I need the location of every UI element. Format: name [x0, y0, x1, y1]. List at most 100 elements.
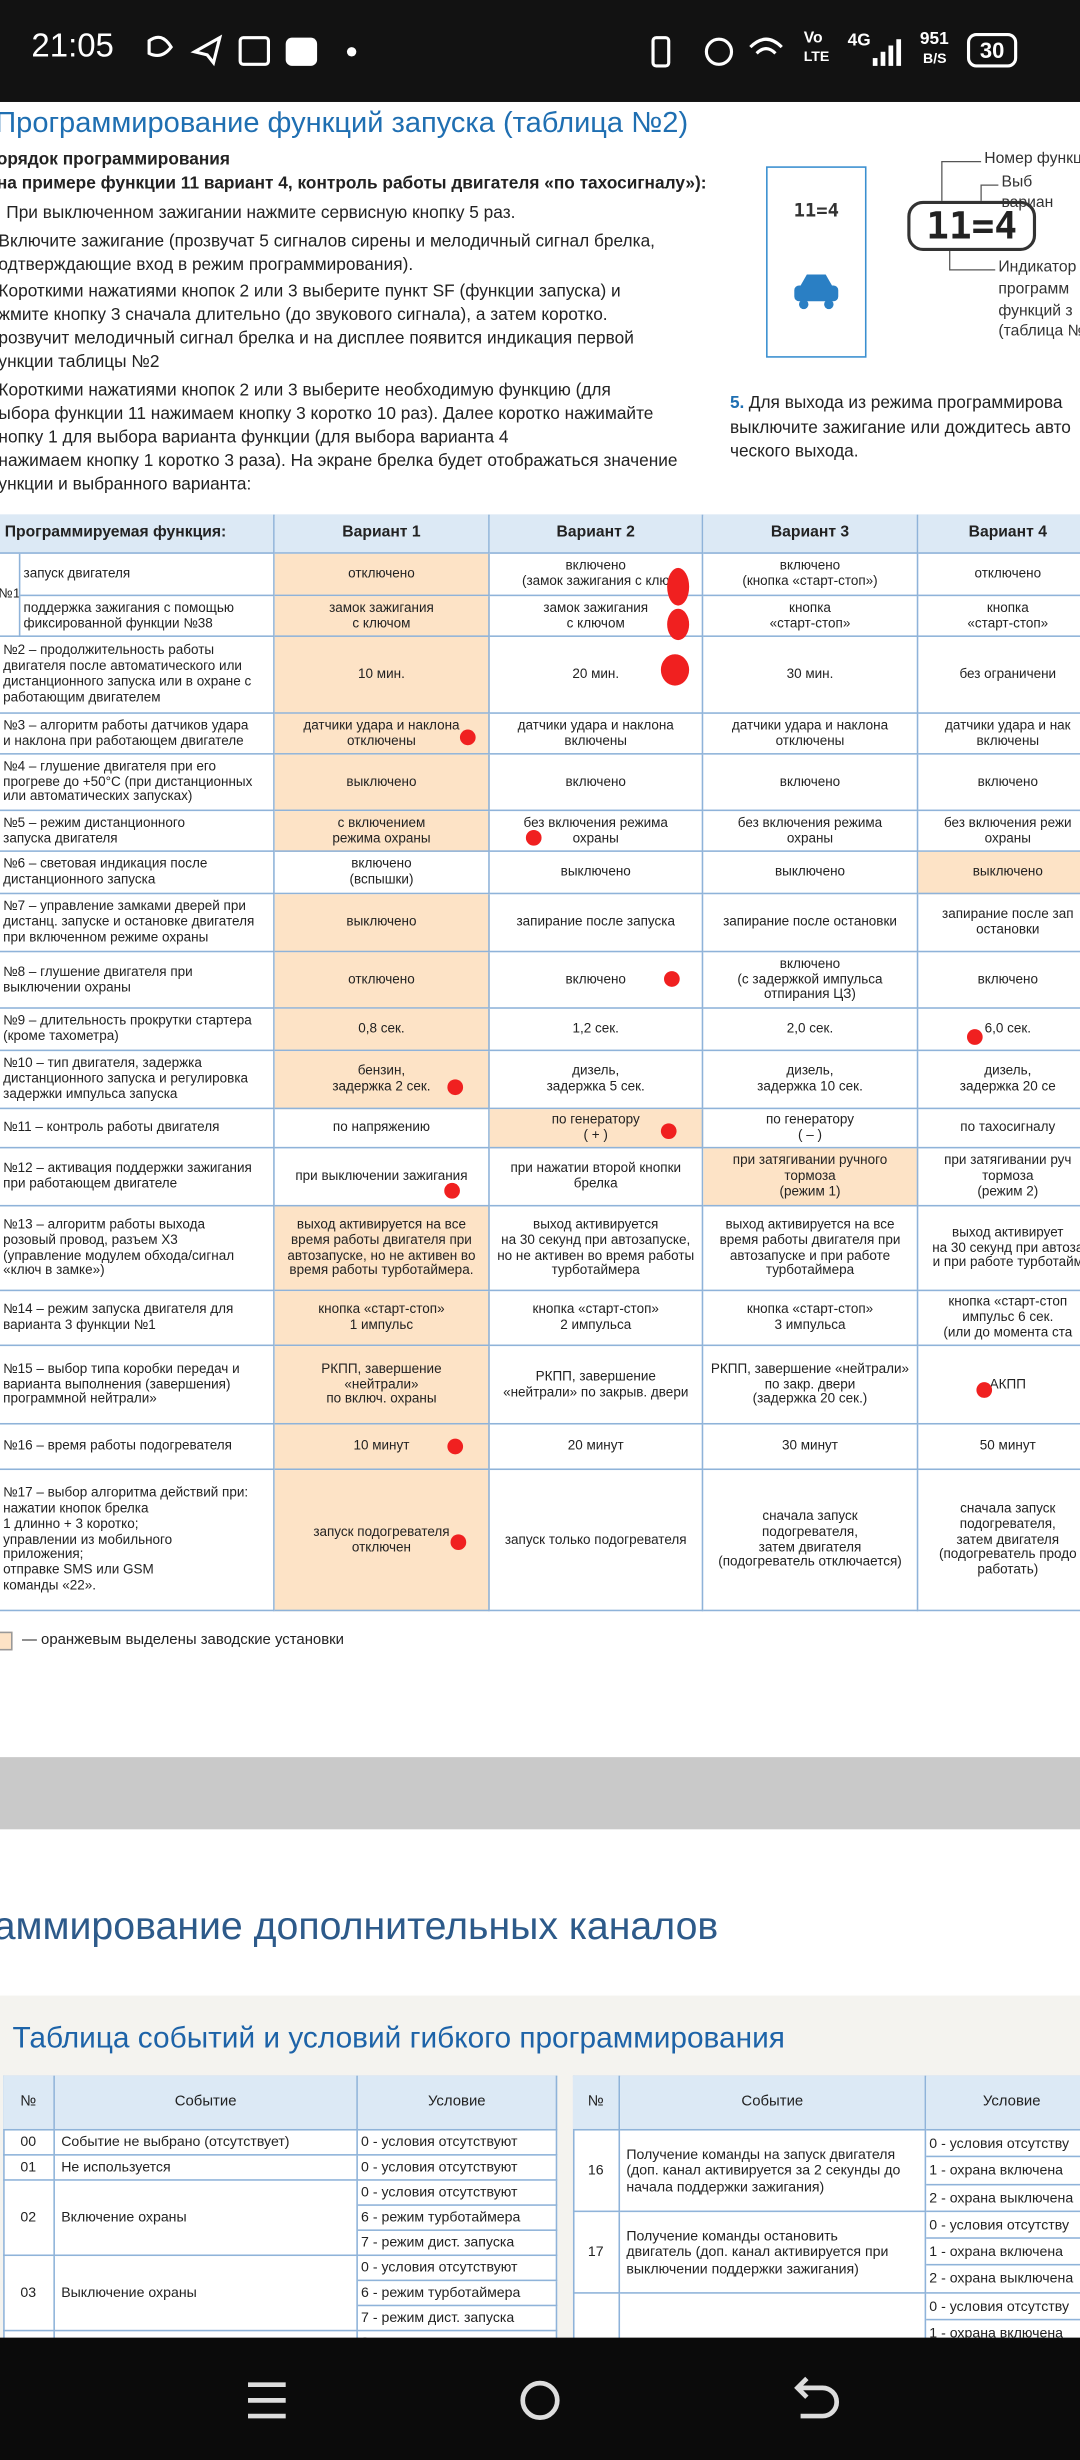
instruction-line: жмите кнопку 3 сначала длительно (до зву…	[0, 305, 608, 325]
table-cell: №7 – управление замками дверей при диста…	[0, 894, 275, 953]
net-type: Vo	[803, 29, 823, 48]
net-type: LTE	[803, 48, 830, 65]
table-header: Вариант 1	[274, 514, 490, 554]
table-cell: датчики удара и наклона отключены	[703, 713, 919, 755]
table-cell: запирание после запуска	[489, 894, 704, 953]
event-condition: 1 - охрана включена	[926, 2239, 1080, 2267]
event-name: Выключение охраны	[54, 2256, 358, 2332]
events-header: №	[3, 2075, 55, 2131]
events-header: Условие	[926, 2075, 1080, 2131]
table-cell: включено (вспышки)	[274, 851, 490, 895]
instruction-line: ункции таблицы №2	[0, 352, 160, 372]
table-cell: по генератору ( + )	[489, 1109, 704, 1149]
table-cell: запуск двигателя	[20, 553, 275, 597]
table-cell: 30 мин.	[703, 636, 919, 714]
table-cell: АКПП	[918, 1346, 1080, 1425]
table-header: Вариант 2	[489, 514, 704, 554]
table-cell: №3 – алгоритм работы датчиков удара и на…	[0, 713, 275, 755]
diagram-label: программ	[998, 280, 1070, 299]
table-cell: включено	[489, 754, 704, 812]
table-cell: №11 – контроль работы двигателя	[0, 1109, 275, 1149]
doc-title: Программирование функций запуска (таблиц…	[0, 105, 689, 139]
table-cell: выход активирует на 30 секунд при автоза…	[918, 1206, 1080, 1292]
table-cell: датчики удара и наклона отключены	[274, 713, 490, 755]
instruction-line: Короткими нажатиями кнопок 2 или 3 выбер…	[0, 381, 611, 401]
table-cell: по генератору ( – )	[703, 1109, 919, 1149]
step-line: выключите зажигание или дождитесь авто	[729, 418, 1071, 437]
table-cell: №4 – глушение двигателя при его прогреве…	[0, 754, 275, 812]
event-condition: 0 - условия отсутствуют	[357, 2155, 558, 2181]
table-header: Вариант 4	[918, 514, 1080, 554]
table-cell: сначала запуск подогревателя, затем двиг…	[918, 1470, 1080, 1612]
table-cell: выключено	[274, 894, 490, 953]
table-cell: РКПП, завершение «нейтрали» по закрыв. д…	[489, 1346, 704, 1425]
diagram-label: Номер функц	[984, 150, 1080, 168]
instruction-line: одтверждающие вход в режим программирова…	[0, 255, 414, 275]
table-cell: 10 мин.	[274, 636, 490, 714]
table-cell: дизель, задержка 10 сек.	[703, 1051, 919, 1110]
event-name: Получение команды на запуск двигателя (д…	[620, 2130, 927, 2212]
event-condition: 2 - охрана выключена	[926, 2185, 1080, 2212]
event-condition: 0 - условия отсутству	[926, 2293, 1080, 2321]
table-cell: дизель, задержка 5 сек.	[489, 1051, 704, 1110]
instruction-line: ыбора функции 11 нажимаем кнопку 3 корот…	[0, 404, 654, 424]
table-cell: замок зажигания с ключом	[274, 596, 490, 637]
table-cell: без включения режима охраны	[489, 811, 704, 852]
status-icons	[147, 32, 1018, 68]
table-cell: датчики удара и нак включены	[918, 714, 1080, 755]
diagram-label: вариан	[1001, 194, 1054, 212]
table-cell: датчики удара и наклона включены	[489, 713, 704, 755]
table-cell: включено	[489, 952, 704, 1009]
table-cell: запирание после зап остановки	[918, 894, 1080, 953]
table-cell: выход активируется на все время работы д…	[274, 1206, 490, 1292]
instruction-line: нажимаем кнопку 1 коротко 3 раза). На эк…	[0, 451, 678, 471]
table-cell: РКПП, завершение «нейтрали» по закр. две…	[703, 1346, 919, 1425]
events-header: №	[572, 2075, 621, 2131]
event-condition: 1 - охрана включена	[926, 2158, 1080, 2185]
table-cell: №14 – режим запуска двигателя для вариан…	[0, 1291, 275, 1347]
step-line: Для выхода из режима программирова	[748, 393, 1063, 413]
table-cell: включено	[703, 754, 919, 812]
step-number: 5.	[729, 393, 745, 413]
nav-icons	[248, 2376, 839, 2420]
table-cell: включено (кнопка «старт-стоп»)	[703, 553, 919, 597]
table-cell: кнопка «старт-стоп» 2 импульса	[489, 1291, 704, 1347]
time: 21:05	[31, 28, 114, 65]
event-no: 00	[3, 2130, 55, 2156]
table-cell: №8 – глушение двигателя при выключении о…	[0, 952, 275, 1009]
instruction-line: Короткими нажатиями кнопок 2 или 3 выбер…	[0, 282, 621, 302]
diagram-label: (таблица №	[998, 323, 1080, 341]
net-speed-unit: B/S	[923, 50, 947, 66]
diagram-label: Выб	[1001, 174, 1033, 192]
table-header: Вариант 3	[703, 514, 919, 554]
instruction-line: При выключенном зажигании нажмите сервис…	[6, 203, 516, 223]
table-cell: №10 – тип двигателя, задержка дистанцион…	[0, 1051, 275, 1110]
event-condition: 0 - условия отсутству	[926, 2131, 1080, 2158]
table-cell: 20 минут	[489, 1424, 704, 1471]
table-cell: 50 минут	[918, 1425, 1080, 1471]
table-cell: №12 – активация поддержки зажигания при …	[0, 1148, 275, 1207]
table-cell: кнопка «старт-стоп»	[703, 596, 919, 637]
event-condition: 7 - режим дист. запуска	[357, 2306, 558, 2332]
event-no: 16	[572, 2130, 621, 2212]
events-header: Условие	[357, 2075, 558, 2131]
table-cell: поддержка зажигания с помощью фиксирован…	[20, 596, 275, 637]
event-condition: 0 - условия отсутствуют	[357, 2180, 558, 2206]
event-no: 03	[3, 2256, 55, 2332]
battery: 30	[979, 37, 1005, 63]
diagram-label: функций з	[998, 302, 1073, 321]
table-header: Программируемая функция:	[0, 514, 275, 554]
table-cell: по тахосигналу	[918, 1109, 1080, 1149]
fob-box	[766, 166, 867, 358]
events-header: Событие	[54, 2075, 358, 2131]
event-condition: 0 - условия отсутству	[926, 2212, 1080, 2240]
table-cell: 6,0 сек.	[918, 1009, 1080, 1052]
section-title: аммирование дополнительных каналов	[0, 1904, 719, 1949]
table-cell: отключено	[274, 952, 490, 1009]
event-name: Не используется	[54, 2155, 358, 2181]
table-cell: включено	[918, 755, 1080, 812]
net-gen: 4G	[847, 31, 871, 51]
table-cell: №16 – время работы подогревателя	[0, 1424, 275, 1471]
instruction-line: Включите зажигание (прозвучат 5 сигналов…	[0, 232, 655, 252]
